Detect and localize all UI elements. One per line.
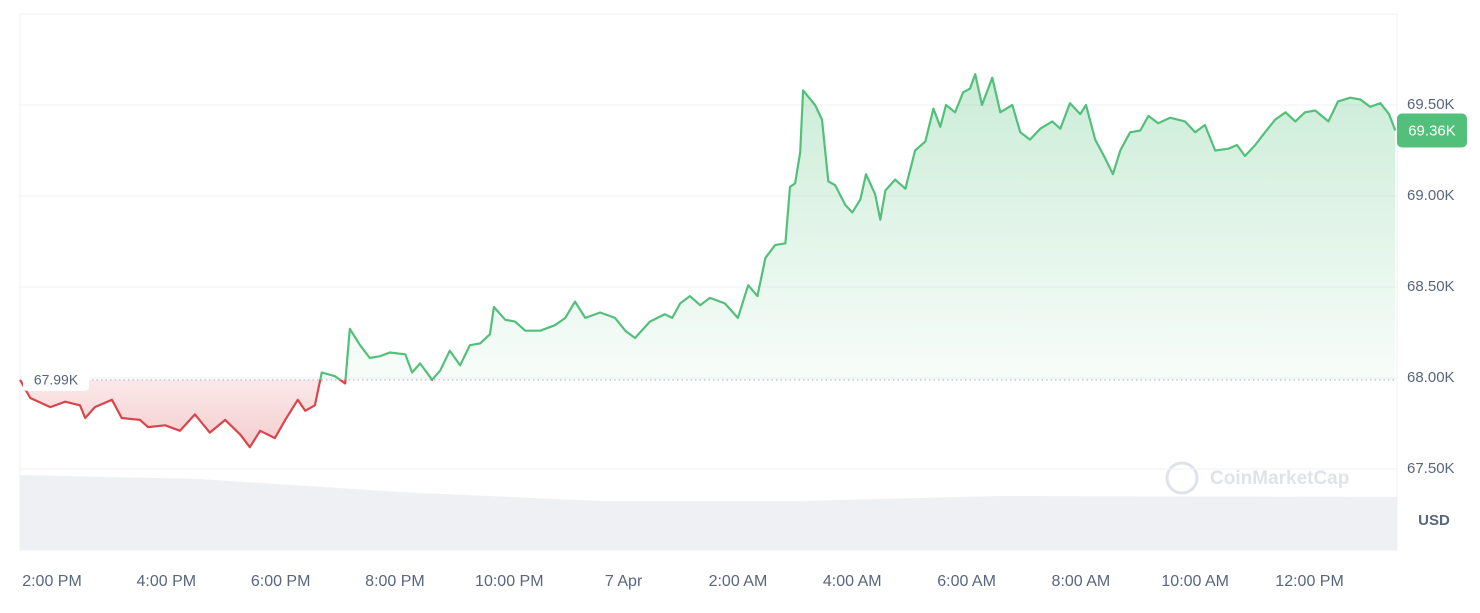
x-tick-label: 2:00 PM xyxy=(22,573,82,590)
y-tick-label: 69.00K xyxy=(1407,187,1455,204)
x-tick-label: 2:00 AM xyxy=(709,573,768,590)
x-tick-label: 12:00 PM xyxy=(1275,573,1343,590)
y-tick-label: 67.50K xyxy=(1407,460,1455,477)
x-tick-label: 6:00 PM xyxy=(251,573,311,590)
baseline-label: 67.99K xyxy=(34,372,79,388)
y-tick-label: 68.00K xyxy=(1407,369,1455,386)
y-tick-label: 68.50K xyxy=(1407,278,1455,295)
volume-band xyxy=(20,475,1397,550)
price-area xyxy=(20,74,1396,448)
baseline-tag xyxy=(23,368,89,391)
watermark-group: CoinMarketCap xyxy=(1165,461,1349,495)
currency-label: USD xyxy=(1418,512,1450,529)
x-tick-label: 4:00 AM xyxy=(823,573,882,590)
watermark: CoinMarketCap xyxy=(1210,468,1349,489)
x-tick-label: 7 Apr xyxy=(605,573,643,590)
watermark-logo xyxy=(1165,461,1199,495)
y-tick-label: 69.50K xyxy=(1407,96,1455,113)
x-tick-label: 4:00 PM xyxy=(137,573,197,590)
x-tick-label: 6:00 AM xyxy=(937,573,996,590)
price-tag-label: 69.36K xyxy=(1408,122,1456,139)
x-tick-label: 8:00 PM xyxy=(365,573,425,590)
price-tag xyxy=(1397,113,1467,148)
x-tick-label: 10:00 PM xyxy=(475,573,543,590)
price-line xyxy=(19,73,1397,449)
x-tick-label: 10:00 AM xyxy=(1161,573,1229,590)
x-tick-label: 8:00 AM xyxy=(1052,573,1111,590)
